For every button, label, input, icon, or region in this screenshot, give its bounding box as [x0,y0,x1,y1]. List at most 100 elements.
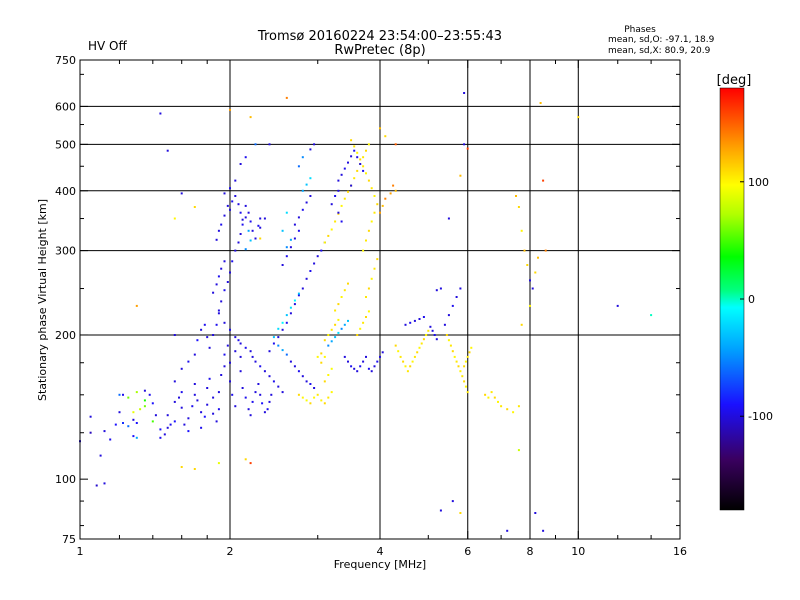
data-point [506,408,509,411]
phases-o-stats: mean, sd,O: -97.1, 18.9 [608,35,715,45]
data-point [231,260,234,263]
data-point [373,267,376,270]
data-point [212,396,215,399]
data-point [459,174,462,177]
data-point [330,340,333,343]
data-point [208,377,211,380]
data-point [529,279,531,282]
data-point [309,177,312,180]
data-point [143,399,146,402]
data-point [247,211,250,214]
data-point [203,323,206,326]
data-point [268,143,271,146]
data-point [239,233,242,235]
data-point [289,306,292,309]
data-point [340,173,343,176]
data-point [132,418,135,421]
data-point [468,351,471,354]
data-point [254,143,257,146]
phases-heading: Phases [624,25,656,35]
data-point [370,277,373,280]
data-point [187,430,190,433]
data-point [313,262,316,265]
data-point [544,249,547,252]
data-point [376,360,379,363]
data-point [226,281,229,283]
data-point [359,163,362,165]
data-point [217,391,220,394]
hv-status: HV Off [88,39,127,53]
data-point [327,396,330,399]
data-point [180,406,183,409]
data-point [316,355,319,358]
data-point [109,438,112,441]
x-axis-ticks: 1 2 4 6 8 10 16 [77,60,687,558]
data-point [461,375,464,378]
data-point [215,283,218,286]
data-point [327,334,330,336]
data-point [244,248,247,251]
data-point [178,396,180,399]
data-point [463,92,466,94]
data-point [281,391,284,394]
data-point [350,365,353,368]
data-point [259,217,262,220]
data-point [281,349,284,352]
data-point [148,393,151,396]
data-point [365,149,367,152]
data-point [425,334,428,336]
x-tick-label: 8 [527,545,534,558]
data-point [323,380,326,383]
data-point [220,267,223,270]
data-point [200,426,203,429]
data-point [223,214,226,217]
data-point [127,396,130,399]
data-point [251,355,254,358]
data-point [127,425,130,428]
data-point [239,370,242,373]
data-point [166,414,169,417]
data-point [234,405,237,408]
data-point [244,458,247,461]
data-point [154,414,157,417]
data-point [272,342,275,345]
data-point [409,365,412,368]
data-point [289,360,292,363]
data-point [343,289,346,292]
data-point [350,155,353,158]
data-point [285,246,288,249]
data-point [466,147,469,150]
data-point [249,116,252,119]
data-point [365,172,367,175]
data-point [487,396,490,399]
data-point [517,449,520,452]
data-point [180,192,183,195]
data-point [259,226,262,229]
data-point [239,211,242,214]
data-point [95,484,98,487]
data-point [187,360,190,363]
y-tick-label: 500 [55,138,76,151]
data-point [266,408,269,411]
colorbar-ticks: 100 0 -100 [740,176,773,423]
data-point [362,165,365,168]
y-tick-label: 300 [55,245,76,258]
data-point [193,353,196,356]
data-point [455,296,458,298]
x-tick-label: 6 [464,545,471,558]
data-point [272,336,275,339]
data-point [365,296,367,298]
data-point [362,249,365,252]
colorbar-tick-label: 0 [748,293,755,306]
data-point [373,211,376,214]
data-point [305,380,308,383]
data-point [404,365,407,368]
data-point [173,217,176,220]
data-point [285,211,288,214]
data-point [422,338,425,341]
data-point [297,370,300,373]
data-point [413,355,416,358]
data-point [384,197,387,200]
data-point [323,402,326,405]
data-point [447,314,450,317]
